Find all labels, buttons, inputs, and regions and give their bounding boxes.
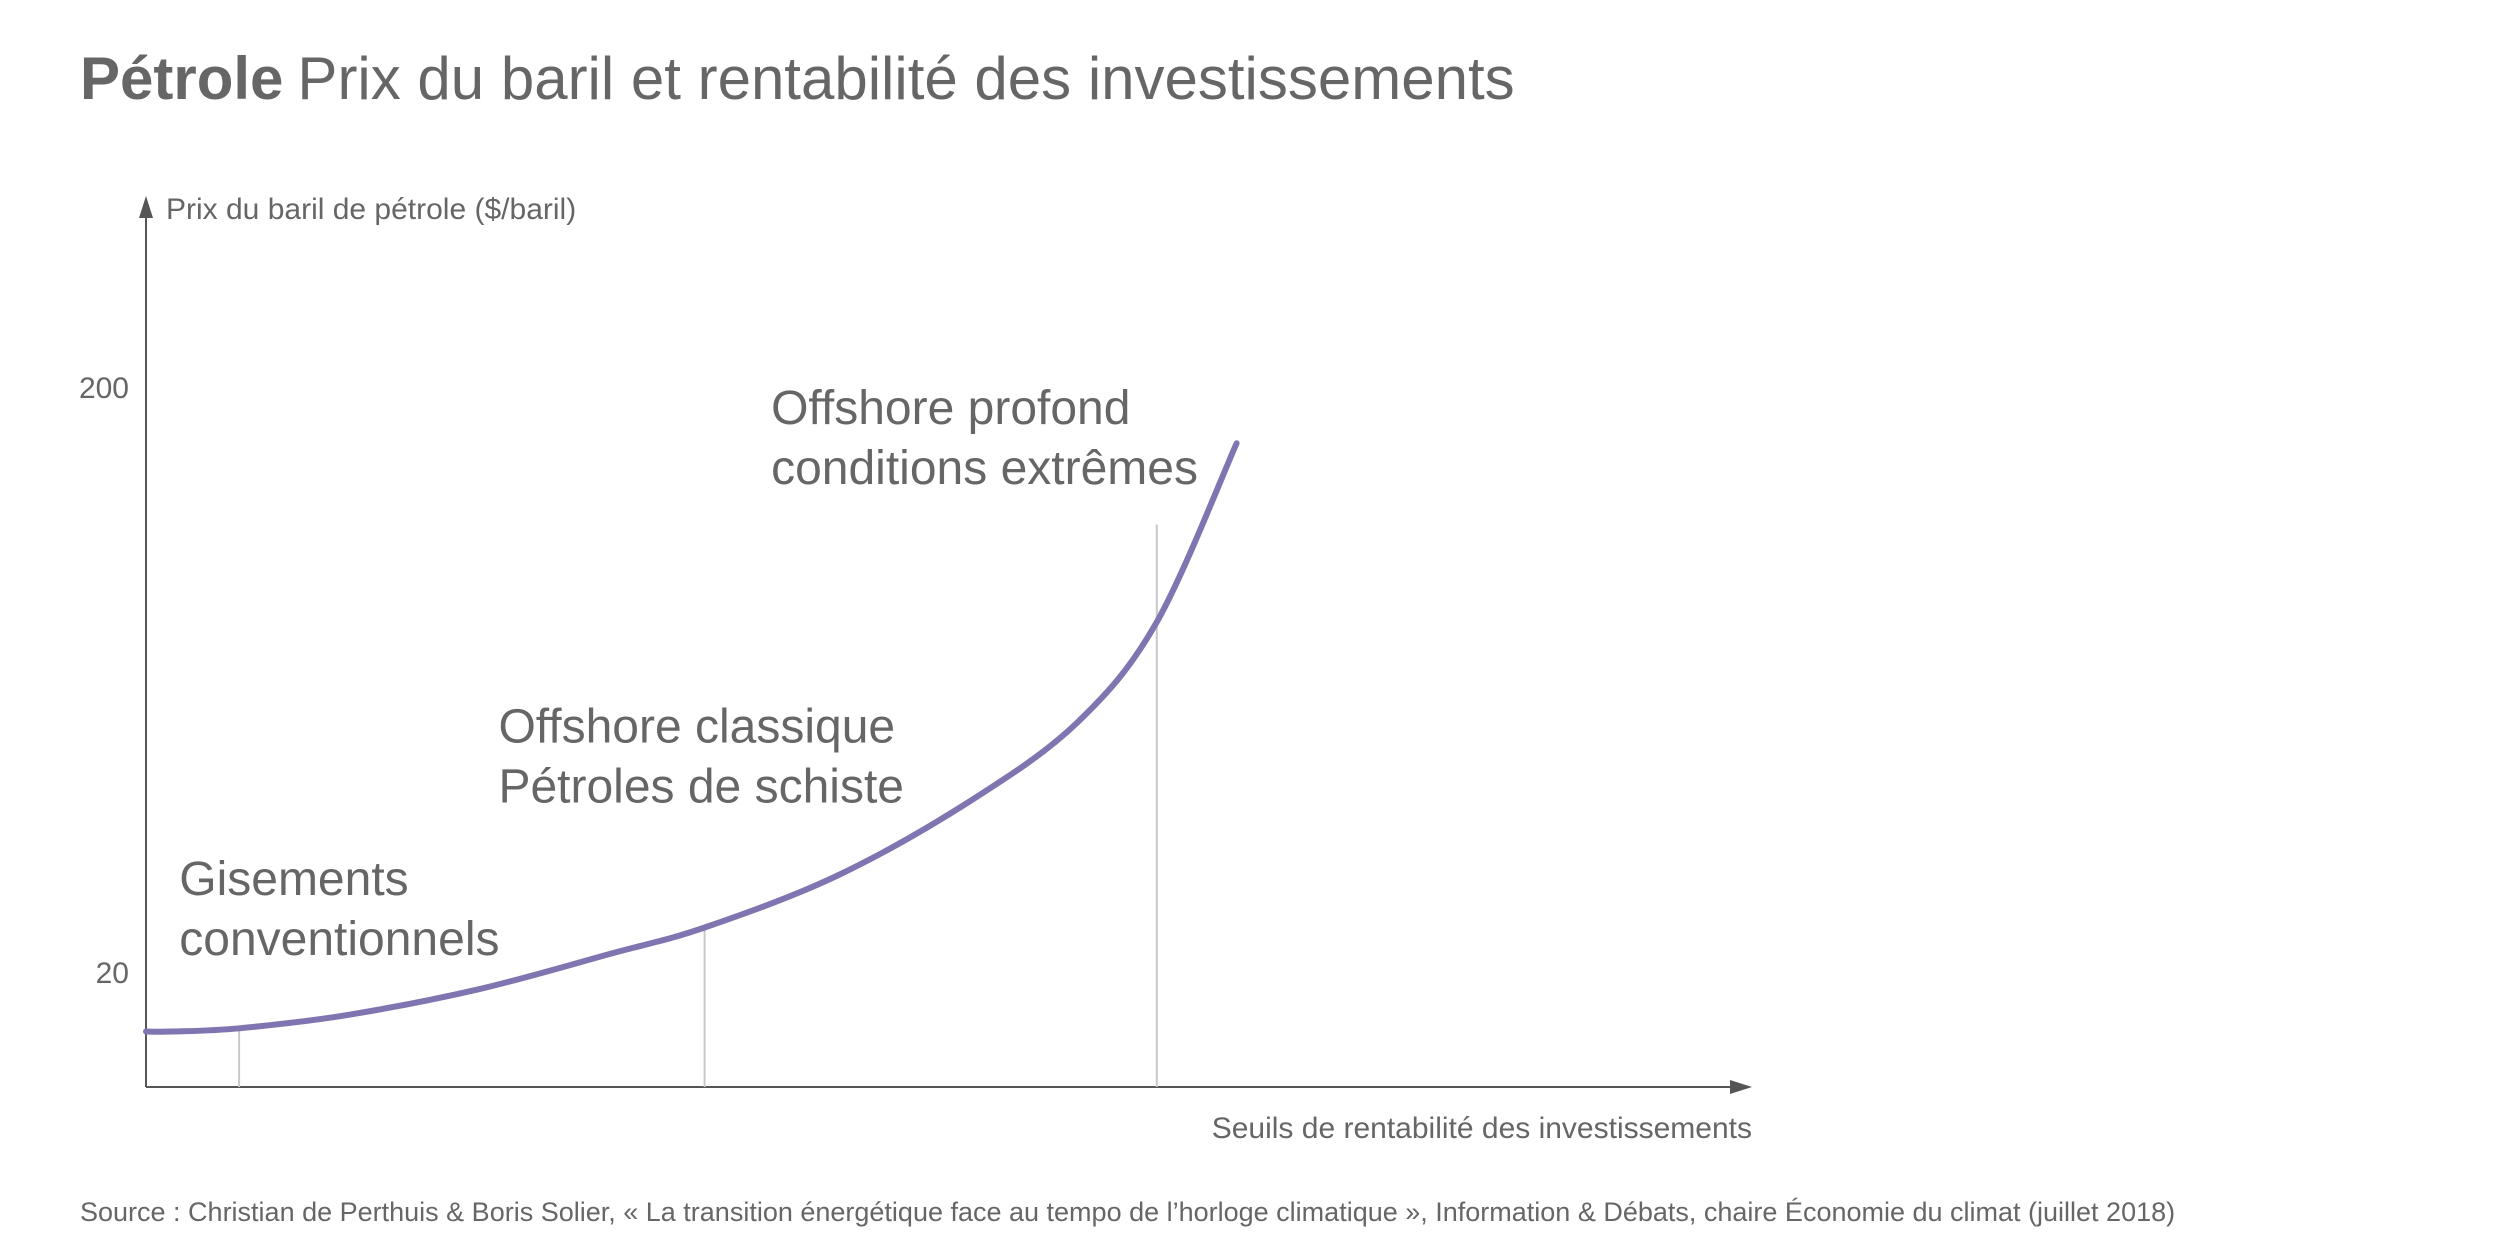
price-curve-line <box>143 440 1240 1035</box>
segment-annotation: Offshore classique <box>498 700 895 753</box>
source-note: Source : Christian de Perthuis & Boris S… <box>80 1197 2176 1227</box>
y-axis-label: Prix du baril de pétrole ($/baril) <box>166 193 576 226</box>
segment-annotation: conventionnels <box>179 913 499 966</box>
y-tick-label: 20 <box>96 957 129 990</box>
segment-annotation: Gisements <box>179 853 408 906</box>
chart-title-bold: Pétrole <box>80 45 284 112</box>
y-tick-label: 200 <box>79 372 129 405</box>
x-axis-label: Seuils de rentabilité des investissement… <box>1212 1112 1752 1145</box>
segment-annotation: Offshore profond <box>771 382 1130 435</box>
x-axis-arrow <box>1730 1080 1752 1094</box>
segment-annotation: conditions extrêmes <box>771 442 1198 495</box>
y-axis-arrow <box>139 196 153 218</box>
segment-annotation: Pétroles de schiste <box>498 760 904 813</box>
chart-title: Pétrole Prix du baril et rentabilité des … <box>80 44 1515 114</box>
chart-title-rest: Prix du baril et rentabilité des investi… <box>297 45 1515 112</box>
